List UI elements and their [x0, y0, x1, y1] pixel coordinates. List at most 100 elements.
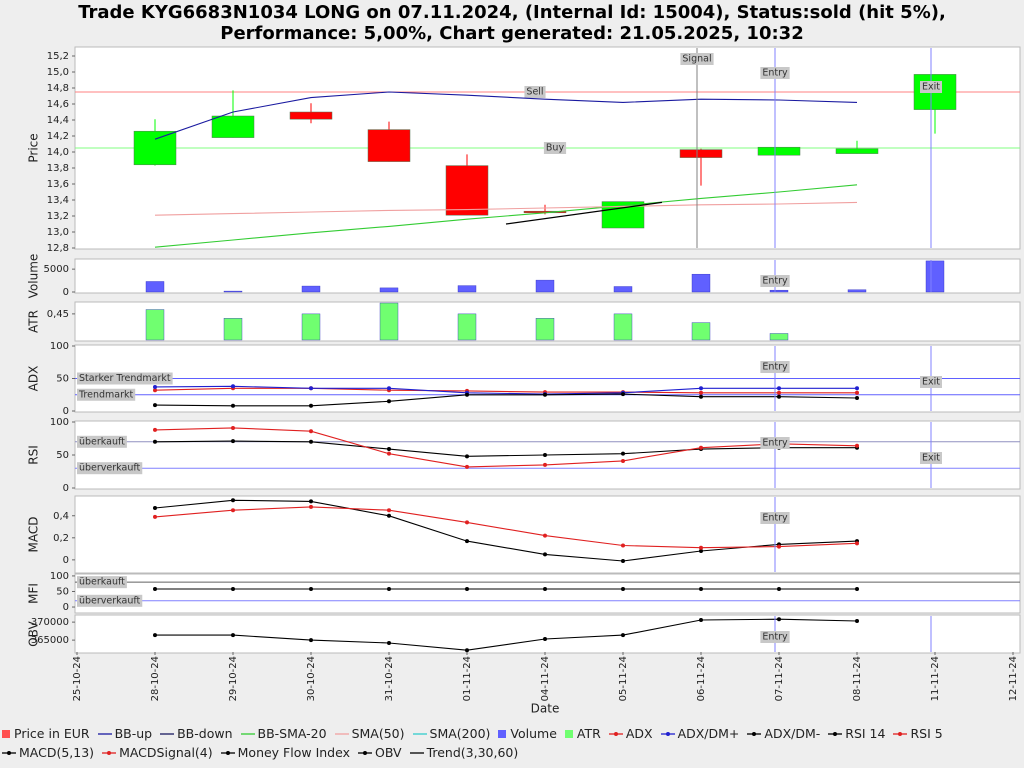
- y-axis-label: Volume: [27, 254, 41, 299]
- point: [465, 586, 469, 591]
- legend-label: ADX/DM-: [764, 726, 821, 741]
- point: [855, 390, 859, 395]
- point: [543, 586, 547, 591]
- bar: [301, 285, 321, 293]
- annotation-box: [920, 376, 942, 388]
- annotation-box: [77, 372, 173, 385]
- legend-label: RSI 14: [845, 726, 886, 741]
- candle-body: [211, 115, 255, 138]
- legend-label: Trend(3,30,60): [426, 745, 519, 760]
- point: [621, 451, 625, 456]
- point: [309, 504, 313, 509]
- point: [153, 633, 157, 638]
- legend-label: RSI 5: [910, 726, 943, 741]
- point: [465, 454, 469, 459]
- point: [543, 453, 547, 457]
- x-tick-label: 05-11-24: [618, 656, 629, 701]
- point: [153, 506, 157, 511]
- legend-marker: [893, 731, 908, 736]
- bar: [847, 289, 867, 293]
- point: [231, 508, 235, 513]
- y-tick-label: 365000: [31, 635, 69, 646]
- annotation: Starker Trendmarkt: [79, 373, 171, 384]
- point: [777, 586, 781, 591]
- x-tick-label: 12-11-24: [1008, 656, 1019, 701]
- point: [465, 539, 469, 544]
- series-line: [155, 618, 858, 651]
- y-tick-label: 14,4: [47, 115, 69, 126]
- legend-marker: [220, 750, 235, 755]
- point: [309, 429, 313, 434]
- legend-marker: [357, 750, 372, 755]
- y-tick-label: 0: [63, 602, 69, 613]
- y-tick-label: 50: [56, 374, 69, 385]
- point: [621, 392, 625, 397]
- x-tick-label: 30-10-24: [306, 656, 317, 701]
- y-tick-label: 15,0: [47, 67, 69, 78]
- point: [699, 549, 703, 554]
- annotation: Entry: [762, 362, 788, 373]
- x-tick-label: 25-10-24: [72, 656, 83, 701]
- point: [699, 617, 703, 622]
- y-axis-label: ATR: [27, 310, 41, 333]
- series-line: [154, 385, 857, 395]
- point: [309, 403, 313, 408]
- y-tick-label: 14,8: [47, 83, 69, 94]
- point: [543, 552, 547, 557]
- point: [777, 617, 781, 622]
- point: [855, 396, 859, 400]
- legend-label: Volume: [510, 726, 557, 741]
- bar: [457, 285, 477, 293]
- y-tick-label: 0,4: [53, 511, 69, 522]
- point: [699, 386, 703, 391]
- x-tick-label: 11-11-24: [930, 656, 941, 701]
- legend-marker: [608, 731, 623, 736]
- annotation: überkauft: [79, 436, 125, 447]
- annotation-box: [680, 53, 714, 65]
- annotation: Entry: [762, 513, 788, 524]
- annotation-box: [77, 594, 143, 607]
- legend-item: ADX/DM-: [747, 726, 820, 741]
- chart: Trade KYG6683N1034 LONG on 07.11.2024, (…: [27, 2, 1021, 716]
- annotation-box: [760, 512, 790, 524]
- y-axis-label: ADX: [27, 366, 41, 392]
- bar: [145, 281, 165, 293]
- x-tick-label: 07-11-24: [774, 656, 785, 701]
- legend-item: ADX/DM+: [660, 726, 740, 741]
- y-tick-label: 0,2: [53, 533, 69, 544]
- candle-body: [133, 130, 177, 166]
- annotation: Signal: [682, 54, 711, 65]
- point: [153, 388, 157, 393]
- bar: [457, 313, 477, 341]
- annotation: Exit: [922, 453, 940, 464]
- annotation-box: [77, 462, 143, 475]
- legend-marker: [660, 731, 675, 736]
- legend-item: Trend(3,30,60): [409, 745, 519, 760]
- annotation: Trendmarkt: [78, 389, 133, 400]
- annotation: überkauft: [79, 577, 125, 588]
- annotation: überverkauft: [79, 463, 141, 474]
- series-line: [154, 91, 858, 140]
- y-tick-label: 12,8: [47, 243, 69, 254]
- series-line: [154, 393, 858, 407]
- point: [543, 462, 547, 467]
- y-tick-label: 100: [50, 417, 69, 428]
- y-axis-label: Price: [27, 133, 41, 162]
- annotation: überverkauft: [79, 595, 141, 606]
- bar: [691, 273, 711, 293]
- legend-item: SMA(200): [412, 726, 490, 741]
- series-line: [154, 506, 858, 549]
- point: [387, 451, 391, 456]
- point: [153, 384, 157, 389]
- legend-label: BB-up: [114, 726, 153, 741]
- legend-label: ADX/DM+: [677, 726, 740, 741]
- point: [777, 390, 781, 395]
- panel: [74, 614, 1021, 654]
- x-tick-label: 06-11-24: [696, 656, 707, 701]
- bar: [145, 309, 165, 341]
- annotation-box: [760, 631, 790, 643]
- x-tick-label: 01-11-24: [462, 656, 473, 701]
- bar: [535, 279, 555, 293]
- point: [621, 543, 625, 548]
